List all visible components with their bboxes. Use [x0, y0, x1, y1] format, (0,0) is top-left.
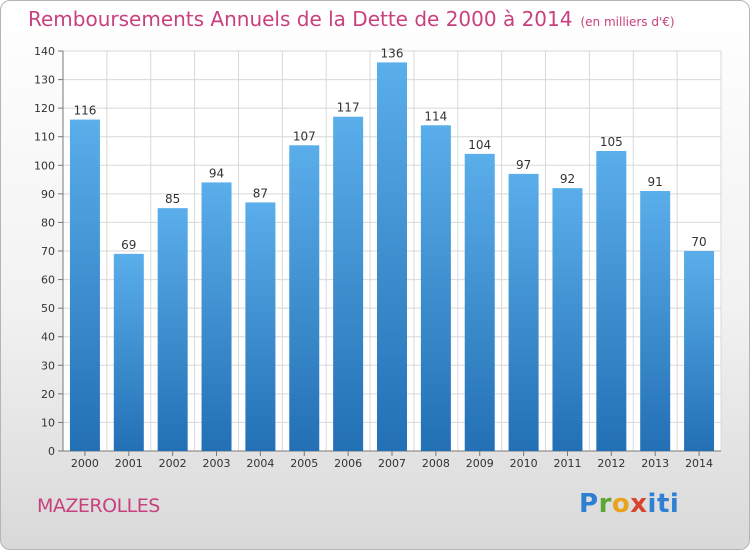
bar-2005 [289, 145, 320, 452]
chart-subtitle: (en milliers d'€) [580, 15, 675, 29]
data-label-2014: 70 [691, 235, 706, 249]
x-tick-label: 2002 [159, 457, 187, 470]
y-tick-label: 60 [41, 274, 55, 287]
bar-2001 [113, 253, 144, 451]
bar-2000 [69, 119, 100, 452]
y-tick-label: 40 [41, 331, 55, 344]
x-tick-label: 2004 [246, 457, 274, 470]
data-label-2006: 117 [337, 101, 360, 115]
y-tick-label: 140 [34, 45, 55, 58]
x-tick-label: 2005 [290, 457, 318, 470]
bar-2003 [201, 182, 232, 451]
bar-2011 [552, 188, 583, 451]
data-label-2010: 97 [516, 158, 531, 172]
x-tick-label: 2009 [466, 457, 494, 470]
y-tick-label: 50 [41, 302, 55, 315]
data-label-2009: 104 [468, 138, 491, 152]
x-tick-label: 2001 [115, 457, 143, 470]
data-label-2007: 136 [381, 46, 404, 60]
bar-2002 [157, 208, 188, 451]
proxiti-logo: Proxiti [579, 489, 680, 519]
y-tick-label: 110 [34, 131, 55, 144]
x-tick-label: 2012 [597, 457, 625, 470]
x-tick-label: 2014 [685, 457, 713, 470]
data-label-2001: 69 [121, 238, 136, 252]
y-tick-label: 70 [41, 245, 55, 258]
data-label-2011: 92 [560, 172, 575, 186]
chart-title: Remboursements Annuels de la Dette de 20… [28, 7, 675, 31]
bar-2006 [333, 116, 364, 451]
x-tick-label: 2000 [71, 457, 99, 470]
data-label-2000: 116 [73, 104, 96, 118]
x-tick-label: 2011 [553, 457, 581, 470]
data-label-2013: 91 [648, 175, 663, 189]
chart-title-text: Remboursements Annuels de la Dette de 20… [28, 7, 573, 31]
x-tick-label: 2013 [641, 457, 669, 470]
bar-2010 [508, 173, 539, 451]
y-tick-label: 120 [34, 102, 55, 115]
bar-2009 [464, 153, 495, 451]
x-tick-label: 2003 [203, 457, 231, 470]
y-tick-label: 10 [41, 416, 55, 429]
y-tick-label: 30 [41, 359, 55, 372]
y-tick-label: 90 [41, 188, 55, 201]
y-tick-label: 100 [34, 159, 55, 172]
data-label-2005: 107 [293, 129, 316, 143]
bar-2008 [420, 125, 451, 452]
bar-2012 [596, 151, 627, 451]
x-tick-label: 2007 [378, 457, 406, 470]
y-tick-label: 130 [34, 74, 55, 87]
x-tick-label: 2008 [422, 457, 450, 470]
data-label-2004: 87 [253, 186, 268, 200]
bar-2007 [377, 62, 407, 452]
y-tick-label: 20 [41, 388, 55, 401]
data-label-2002: 85 [165, 192, 180, 206]
y-tick-label: 80 [41, 216, 55, 229]
data-label-2003: 94 [209, 166, 224, 180]
y-tick-label: 0 [48, 445, 55, 458]
bar-2013 [640, 191, 671, 451]
data-label-2012: 105 [600, 135, 623, 149]
bar-2014 [684, 251, 715, 451]
bar-2004 [245, 202, 276, 451]
data-label-2008: 114 [424, 109, 447, 123]
x-tick-label: 2006 [334, 457, 362, 470]
x-tick-label: 2010 [510, 457, 538, 470]
commune-name: MAZEROLLES [37, 495, 160, 517]
